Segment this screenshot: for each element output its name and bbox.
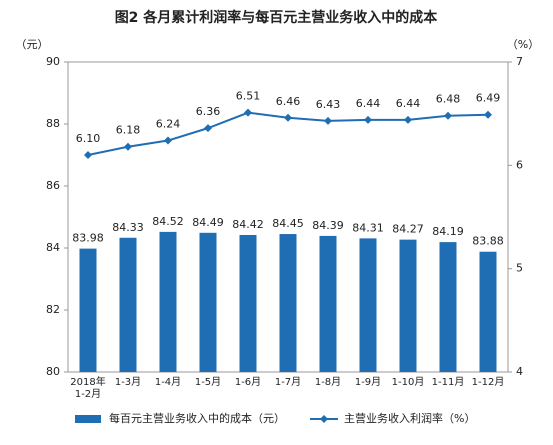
y-tick-label: 84: [46, 241, 60, 254]
line-value-label: 6.24: [156, 118, 181, 131]
bar: [359, 238, 377, 372]
bar-value-label: 84.19: [432, 225, 464, 238]
x-tick-label: 1-3月: [114, 377, 142, 388]
line-value-label: 6.48: [436, 93, 461, 106]
bar: [439, 242, 457, 372]
line-marker: [444, 111, 452, 120]
y-tick-label: 88: [46, 117, 60, 130]
x-tick-label: 1-5月: [194, 377, 222, 388]
bar: [79, 248, 97, 372]
bar-value-label: 83.98: [72, 232, 104, 245]
line-marker: [244, 108, 252, 117]
y-axis-label: （元）: [16, 38, 49, 51]
y-tick-label: 90: [46, 55, 60, 68]
bar: [479, 251, 497, 372]
x-tick-label: 1-7月: [274, 377, 302, 388]
line-marker: [484, 110, 492, 119]
legend-swatch: [75, 415, 101, 423]
bar-value-label: 83.88: [472, 235, 504, 248]
line-value-label: 6.36: [196, 105, 221, 118]
line-marker: [284, 113, 292, 122]
bar-value-label: 84.45: [272, 217, 304, 230]
x-tick-label: 1-12月: [471, 377, 505, 388]
line-value-label: 6.18: [116, 124, 141, 137]
bar: [199, 232, 217, 372]
y2-tick-label: 4: [516, 365, 523, 378]
chart-title: 图2 各月累计利润率与每百元主营业务收入中的成本: [115, 9, 439, 26]
y-tick-label: 82: [46, 303, 60, 316]
bar-value-label: 84.33: [112, 221, 144, 234]
bar-value-label: 84.52: [152, 215, 184, 228]
x-tick-label: 1-4月: [154, 377, 182, 388]
bar-value-label: 84.39: [312, 219, 344, 232]
bar: [159, 231, 177, 372]
line-value-label: 6.46: [276, 95, 301, 108]
x-tick-label: 1-9月: [354, 377, 382, 388]
bar: [119, 237, 137, 372]
line-value-label: 6.51: [236, 90, 261, 103]
line-value-label: 6.43: [316, 98, 341, 111]
x-tick-label: 2018年 1-2月: [70, 377, 106, 400]
line-marker: [84, 151, 92, 159]
bar: [279, 234, 297, 372]
y2-tick-label: 6: [516, 158, 523, 171]
line-marker: [324, 116, 332, 125]
legend-marker: [320, 415, 328, 423]
bar-value-label: 84.27: [392, 223, 424, 236]
bar-value-label: 84.42: [232, 218, 264, 231]
line-marker: [204, 124, 212, 133]
line-marker: [364, 115, 372, 124]
line-value-label: 6.49: [476, 92, 501, 105]
bar-value-label: 84.49: [192, 216, 224, 229]
bar: [399, 239, 417, 372]
bar: [239, 234, 257, 372]
x-tick-label: 1-10月: [391, 377, 425, 388]
y-tick-label: 86: [46, 179, 60, 192]
y2-tick-label: 5: [516, 262, 523, 275]
legend-label: 每百元主营业务收入中的成本（元）: [109, 411, 285, 425]
y2-axis-label: （%）: [507, 38, 539, 51]
x-tick-label: 1-8月: [314, 377, 342, 388]
line-marker: [404, 115, 412, 124]
bar-value-label: 84.31: [352, 221, 384, 234]
x-tick-label: 1-11月: [431, 377, 465, 388]
line-value-label: 6.44: [396, 97, 421, 110]
y-tick-label: 80: [46, 365, 60, 378]
legend-label: 主营业务收入利润率（%）: [344, 411, 475, 425]
line-value-label: 6.10: [76, 132, 101, 145]
line-marker: [164, 136, 172, 145]
y2-tick-label: 7: [516, 55, 523, 68]
line-marker: [124, 142, 132, 151]
x-tick-label: 1-6月: [234, 377, 262, 388]
bar: [319, 235, 337, 372]
line-value-label: 6.44: [356, 97, 381, 110]
